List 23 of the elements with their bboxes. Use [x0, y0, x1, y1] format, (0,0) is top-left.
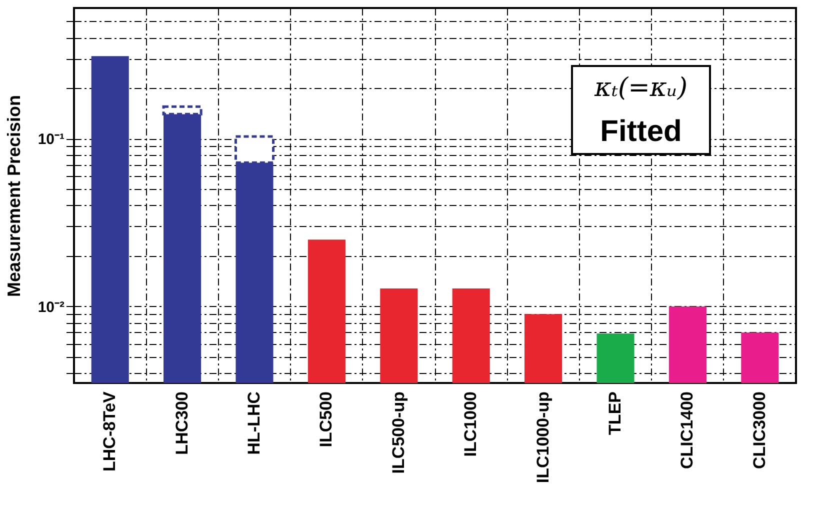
x-tick-label: LHC-8TeV [100, 390, 120, 472]
x-tick-label: TLEP [606, 392, 624, 435]
bar [668, 306, 706, 383]
bar [380, 288, 418, 383]
y-tick-label: 10⁻² [38, 298, 64, 316]
bar [524, 314, 562, 383]
annotation: Fitted [600, 115, 682, 148]
bar [452, 288, 490, 383]
x-tick-label: ILC500-up [388, 392, 408, 474]
x-tick-label: CLIC3000 [750, 392, 769, 469]
x-tick-label: LHC300 [172, 392, 192, 455]
bar [596, 334, 634, 383]
x-tick-label: ILC1000 [461, 392, 480, 457]
bar [308, 240, 346, 383]
x-tick-label: CLIC1400 [678, 392, 697, 469]
bar [741, 332, 779, 383]
annotation: κₜ(=κᵤ) [594, 73, 688, 103]
bar [91, 56, 129, 383]
y-axis-title: Measurement Precision [4, 94, 24, 298]
x-tick-label: HL-LHC [244, 392, 264, 455]
x-tick-label: ILC500 [316, 392, 336, 448]
y-tick-label: 10⁻¹ [38, 131, 64, 148]
x-tick-label: ILC1000-up [533, 392, 552, 484]
